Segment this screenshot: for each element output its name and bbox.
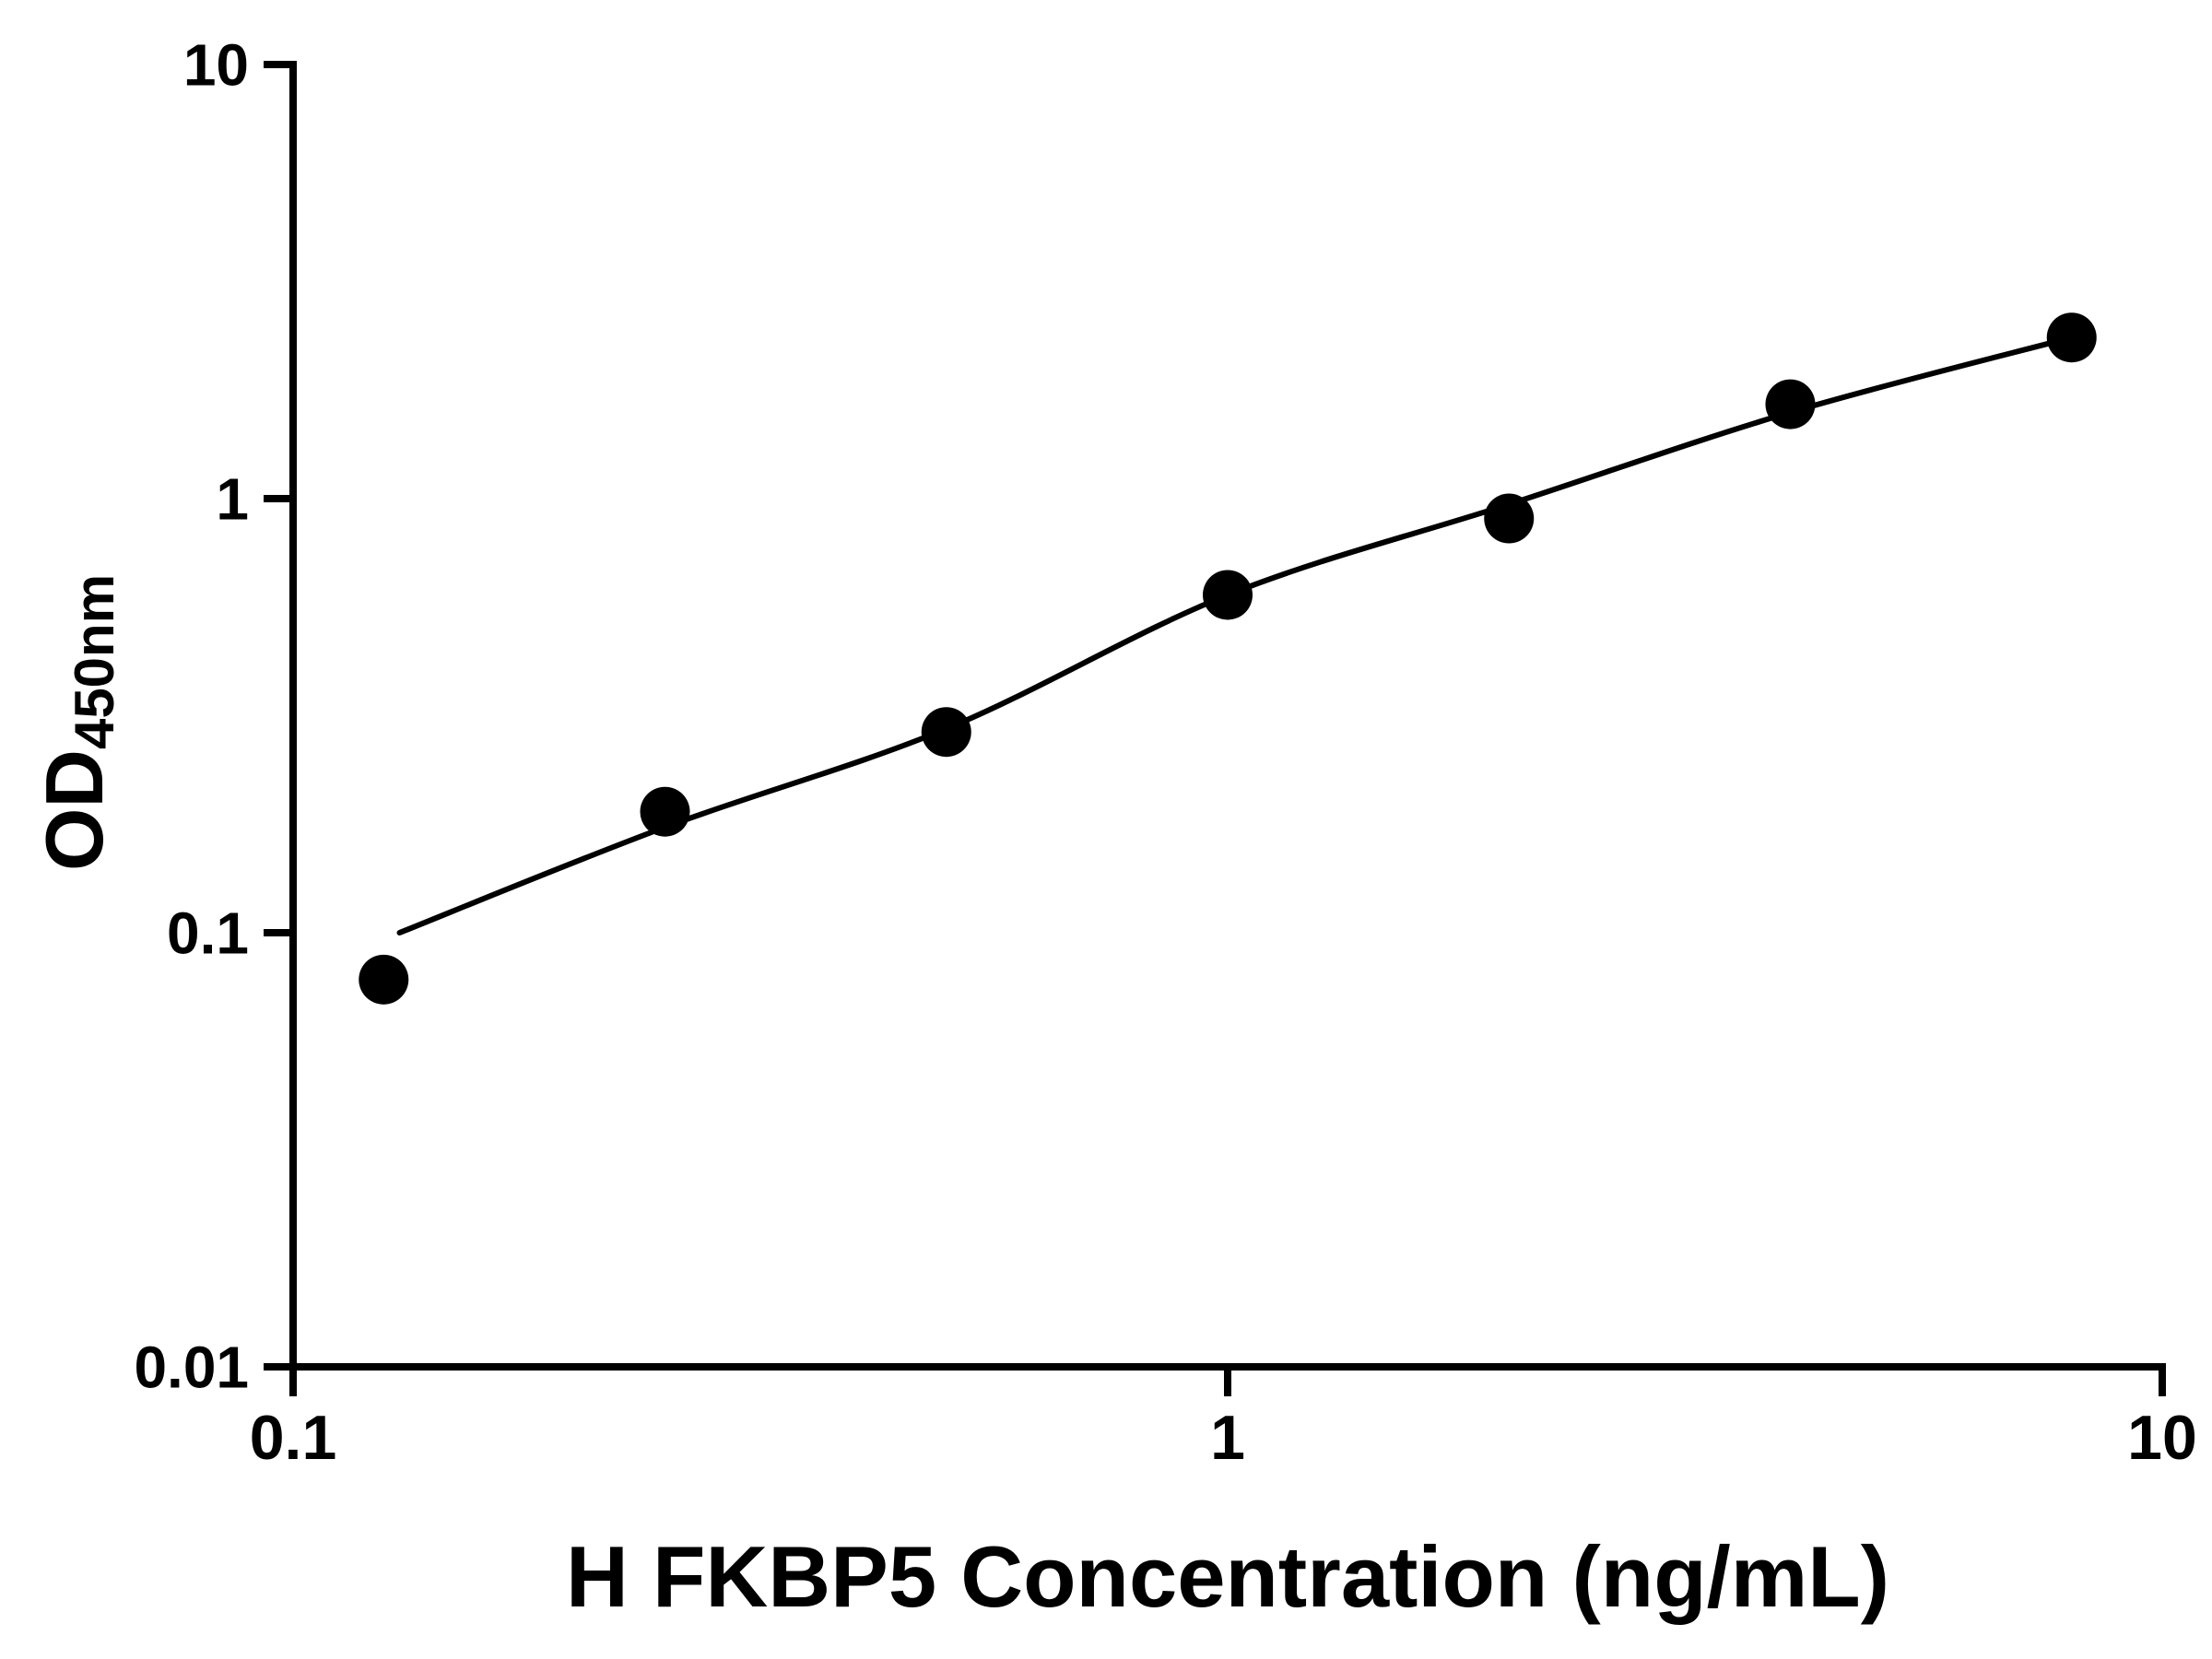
data-point (921, 707, 971, 758)
data-point (1484, 493, 1535, 544)
y-axis-title-main: OD (29, 749, 120, 872)
y-tick-label: 0.01 (134, 1334, 249, 1400)
x-tick-label: 1 (1210, 1403, 1245, 1473)
y-tick-label: 0.1 (167, 900, 249, 966)
x-tick-label: 10 (2127, 1403, 2197, 1473)
y-tick-label: 10 (183, 31, 249, 98)
y-axis-title: OD450nm (29, 573, 125, 871)
data-point (640, 786, 690, 837)
data-point (2046, 312, 2097, 363)
x-axis-title: H FKBP5 Concentration (ng/mL) (565, 1528, 1890, 1625)
x-tick-label: 0.1 (250, 1403, 337, 1473)
data-point (1765, 379, 1816, 429)
data-point (1203, 570, 1253, 620)
fit-curve (396, 335, 2075, 935)
y-axis-title-sub: 450nm (64, 573, 125, 750)
data-point (359, 954, 409, 1005)
y-tick-label: 1 (216, 465, 249, 532)
